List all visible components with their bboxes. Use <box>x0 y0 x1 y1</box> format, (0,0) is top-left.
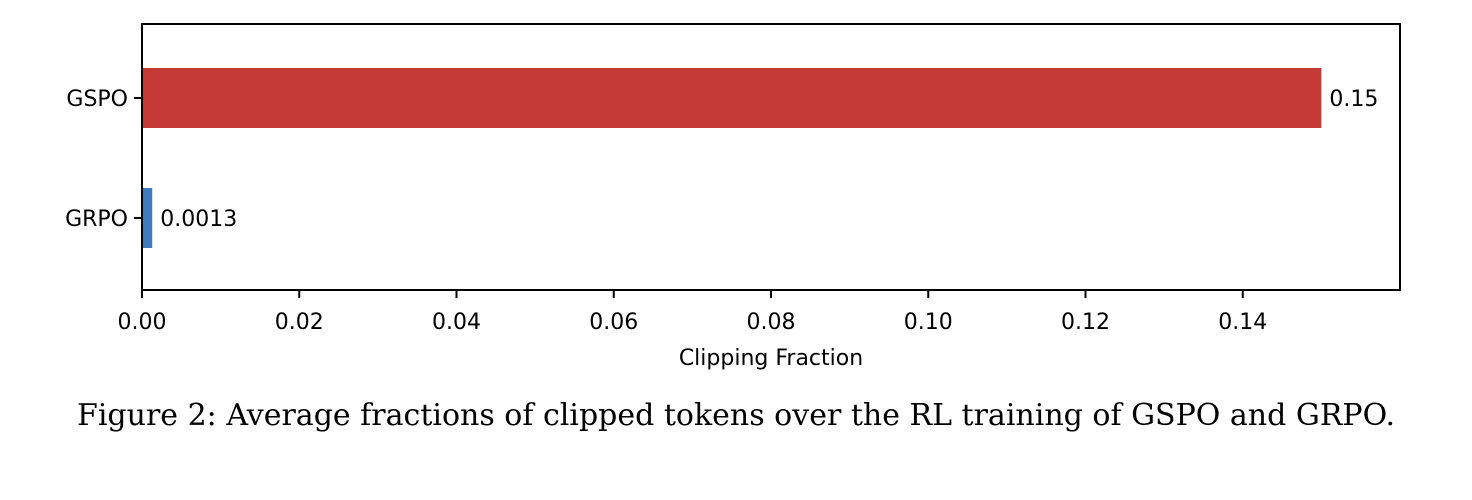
bars-group <box>142 68 1322 248</box>
data-label-gspo: 0.15 <box>1329 87 1378 112</box>
y-tick-label-grpo: GRPO <box>65 207 128 232</box>
figure-caption: Figure 2: Average fractions of clipped t… <box>77 398 1395 433</box>
bar-chart: GSPO GRPO 0.00 0.02 0.04 0.06 0.08 0.10 0.12 0.1… <box>65 23 1401 371</box>
data-labels-group: 0.15 0.0013 <box>160 87 1378 232</box>
y-ticks-group: GSPO GRPO <box>65 87 142 232</box>
x-tick-label: 0.08 <box>747 310 796 335</box>
x-tick-label: 0.04 <box>432 310 481 335</box>
x-ticks-group: 0.00 0.02 0.04 0.06 0.08 0.10 0.12 0.14 <box>118 290 1267 335</box>
x-tick-label: 0.00 <box>118 310 167 335</box>
bar-gspo <box>142 68 1322 128</box>
bar-grpo <box>142 188 153 248</box>
plot-frame <box>141 23 1401 291</box>
x-tick-label: 0.10 <box>904 310 953 335</box>
x-axis-label: Clipping Fraction <box>679 346 863 371</box>
y-tick-label-gspo: GSPO <box>66 87 128 112</box>
data-label-grpo: 0.0013 <box>160 207 237 232</box>
x-tick-label: 0.02 <box>275 310 324 335</box>
x-tick-label: 0.12 <box>1061 310 1110 335</box>
x-tick-label: 0.14 <box>1218 310 1267 335</box>
x-tick-label: 0.06 <box>589 310 638 335</box>
